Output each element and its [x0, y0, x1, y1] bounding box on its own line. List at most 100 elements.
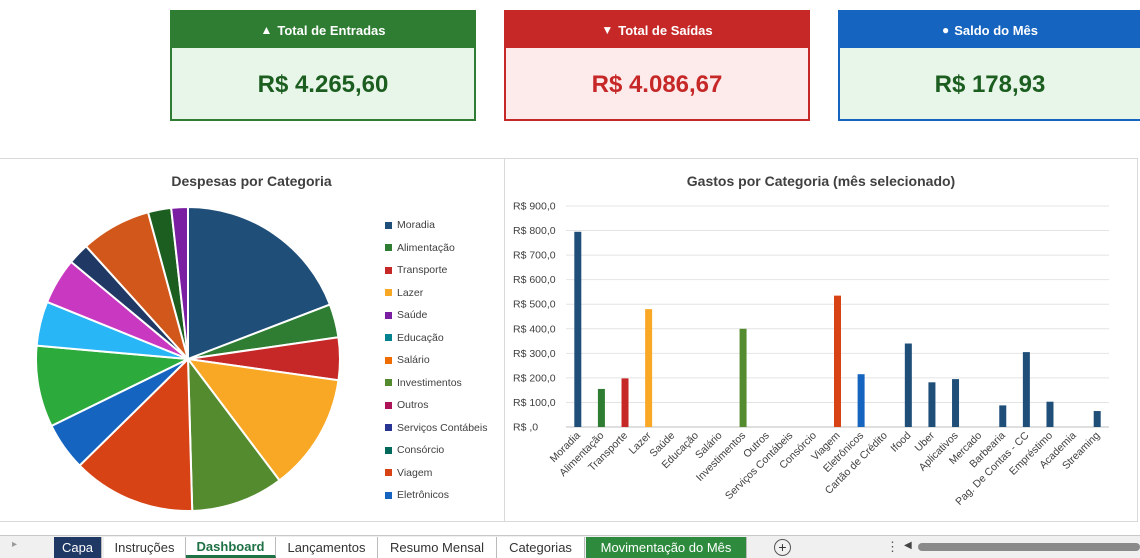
pie-slice-0	[187, 205, 332, 361]
tab-dashboard[interactable]: Dashboard	[186, 537, 276, 558]
kpi-entradas-label: Total de Entradas	[277, 22, 386, 38]
bar-18	[999, 405, 1007, 427]
legend-label: Investimentos	[397, 376, 462, 389]
y-tick-label: R$ 300,0	[513, 348, 556, 360]
kpi-saidas-value: R$ 4.086,67	[591, 70, 723, 98]
legend-item: Moradia	[385, 214, 487, 237]
tab-lancamentos[interactable]: Lançamentos	[276, 537, 378, 558]
legend-swatch	[385, 289, 392, 297]
kpi-entradas-header: ▲ Total de Entradas	[172, 12, 474, 48]
kpi-saidas-header: ▼ Total de Saídas	[506, 12, 808, 48]
legend-item: Alimentação	[385, 237, 487, 260]
legend-swatch	[385, 244, 392, 252]
legend-label: Outros	[397, 399, 429, 412]
kpi-total-entradas: ▲ Total de Entradas R$ 4.265,60	[170, 10, 476, 121]
pie-slice-3	[185, 357, 340, 482]
bar-3	[645, 309, 653, 427]
chevron-right-icon[interactable]: ▸	[12, 539, 18, 550]
bar-0	[574, 231, 582, 427]
bar-15	[928, 382, 936, 427]
pie-chart	[35, 205, 341, 512]
legend-label: Moradia	[397, 219, 435, 232]
pie-slice-13	[170, 205, 189, 360]
y-tick-label: R$ 700,0	[513, 250, 556, 262]
pie-slice-7	[35, 344, 192, 428]
legend-label: Alimentação	[397, 241, 455, 254]
coin-icon: ●	[941, 23, 950, 37]
bar-7	[739, 328, 747, 427]
kpi-saldo-label: Saldo do Mês	[954, 22, 1039, 38]
tab-instrucoes[interactable]: Instruções	[104, 537, 186, 558]
bar-22	[1093, 411, 1101, 427]
legend-item: Saúde	[385, 304, 487, 327]
y-tick-label: R$ 900,0	[513, 201, 556, 213]
down-triangle-icon: ▼	[601, 23, 614, 37]
legend-label: Educação	[397, 331, 444, 344]
add-sheet-button[interactable]: +	[774, 539, 791, 556]
y-tick-label: R$ 500,0	[513, 299, 556, 311]
legend-item: Serviços Contábeis	[385, 417, 487, 440]
kpi-saldo-header: ● Saldo do Mês	[840, 12, 1140, 48]
vertical-dots-icon[interactable]: ⋮	[886, 539, 899, 554]
y-tick-label: R$ 100,0	[513, 397, 556, 409]
legend-label: Salário	[397, 354, 430, 367]
legend-label: Viagem	[397, 466, 433, 479]
legend-swatch	[385, 491, 392, 499]
legend-swatch	[385, 379, 392, 387]
legend-label: Lazer	[397, 286, 424, 299]
bar-1	[597, 388, 605, 427]
legend-swatch	[385, 334, 392, 342]
legend-swatch	[385, 266, 392, 274]
bar-11	[834, 295, 841, 427]
pie-slice-4	[186, 355, 281, 512]
bar-12	[857, 374, 865, 427]
kpi-saidas-label: Total de Saídas	[618, 22, 713, 38]
legend-item: Investimentos	[385, 372, 487, 395]
legend-label: Serviços Contábeis	[397, 421, 488, 434]
legend-item: Consórcio	[385, 439, 487, 462]
triangle-left-icon[interactable]: ◀	[904, 540, 912, 551]
bar-2	[621, 378, 629, 427]
bar-chart-panel[interactable]: R$ ,0 R$ 100,0 R$ 200,0 R$ 300,0 R$ 400,0 R$ …	[504, 158, 1138, 522]
horizontal-scrollbar[interactable]	[918, 543, 1140, 551]
pie-slice-5	[78, 356, 194, 512]
legend-label: Consórcio	[397, 444, 445, 457]
legend-item: Viagem	[385, 462, 487, 485]
bar-chart-title: Gastos por Categoria (mês selecionado)	[686, 173, 956, 189]
y-tick-label: R$ 200,0	[513, 372, 556, 384]
legend-item: Salário	[385, 349, 487, 372]
y-tick-label: R$ ,0	[513, 422, 538, 434]
bar-20	[1046, 401, 1054, 427]
legend-label: Saúde	[397, 309, 428, 322]
legend-label: Eletrônicos	[397, 489, 449, 502]
bar-19	[1022, 352, 1030, 427]
bar-16	[952, 379, 960, 427]
kpi-total-saidas: ▼ Total de Saídas R$ 4.086,67	[504, 10, 810, 121]
tab-movimentacao-do-mes[interactable]: Movimentação do Mês	[586, 537, 747, 558]
x-tick-label: Ifood	[888, 430, 913, 455]
legend-item: Educação	[385, 327, 487, 350]
y-tick-label: R$ 600,0	[513, 274, 556, 286]
legend-swatch	[385, 401, 392, 409]
up-triangle-icon: ▲	[260, 23, 273, 37]
sheet-tab-bar: ▸ Capa Instruções Dashboard Lançamentos …	[0, 535, 1140, 558]
tab-categorias[interactable]: Categorias	[497, 537, 585, 558]
tab-resumo-mensal[interactable]: Resumo Mensal	[378, 537, 497, 558]
bar-chart: R$ ,0 R$ 100,0 R$ 200,0 R$ 300,0 R$ 400,0 R$ …	[513, 201, 1109, 508]
pie-legend: Moradia Alimentação Transporte Lazer Saúde Ed…	[385, 214, 487, 507]
legend-item: Outros	[385, 394, 487, 417]
bar-14	[904, 343, 912, 427]
kpi-saldo-do-mes: ● Saldo do Mês R$ 178,93	[838, 10, 1140, 121]
pie-chart-panel[interactable]: Despesas por Categoria Moradia Alimentaçã…	[0, 158, 505, 522]
legend-swatch	[385, 446, 392, 454]
y-tick-label: R$ 400,0	[513, 323, 556, 335]
tab-capa[interactable]: Capa	[54, 537, 102, 558]
legend-swatch	[385, 311, 392, 319]
legend-label: Transporte	[397, 264, 448, 277]
kpi-saldo-value: R$ 178,93	[934, 70, 1046, 98]
legend-swatch	[385, 356, 392, 364]
legend-item: Eletrônicos	[385, 484, 487, 507]
y-tick-label: R$ 800,0	[513, 225, 556, 237]
legend-swatch	[385, 221, 392, 229]
